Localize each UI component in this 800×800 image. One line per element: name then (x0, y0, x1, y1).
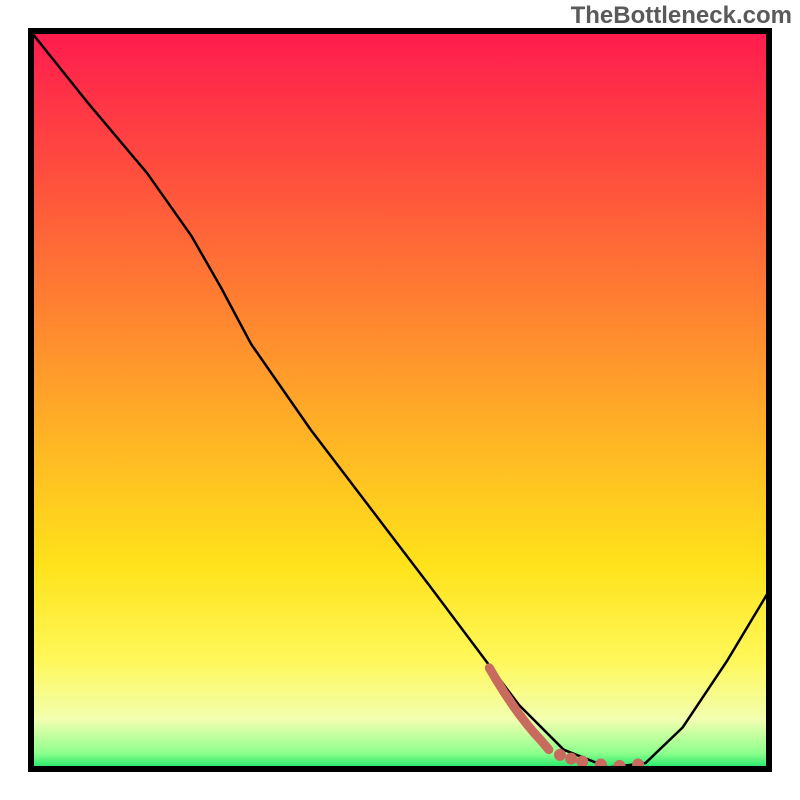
chart-container: TheBottleneck.com (0, 0, 800, 800)
marker-dot (554, 749, 566, 761)
watermark-text: TheBottleneck.com (571, 2, 792, 30)
marker-dot (595, 759, 607, 771)
plot-area (28, 28, 772, 772)
marker-dot (613, 760, 625, 772)
marker-dot (632, 759, 644, 771)
main-curve (28, 28, 772, 768)
plot-svg (28, 28, 772, 772)
marker-dot (576, 756, 588, 768)
marker-trail-segment (489, 668, 549, 750)
marker-dot (565, 753, 577, 765)
